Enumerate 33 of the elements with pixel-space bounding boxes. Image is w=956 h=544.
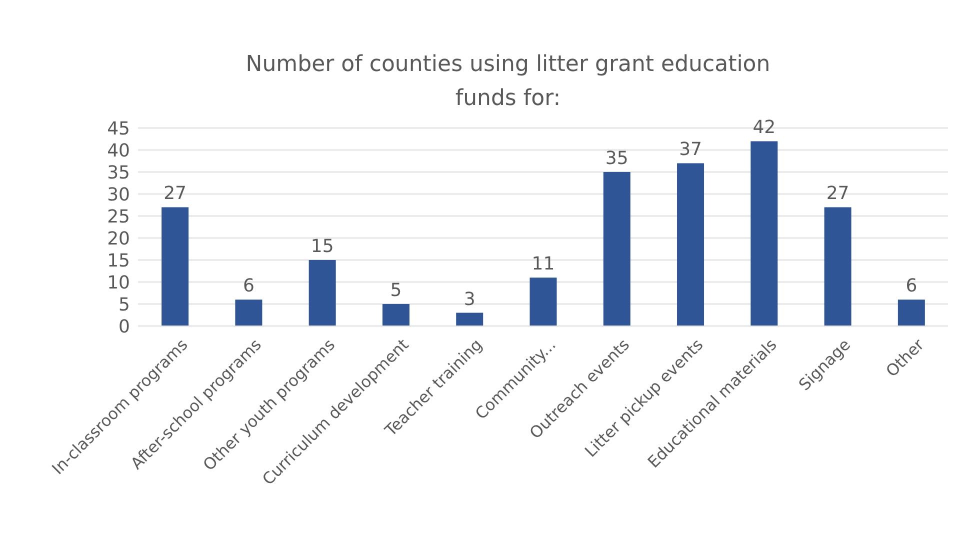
bar [162,207,189,326]
data-label: 37 [679,139,702,160]
data-label: 35 [605,148,628,169]
y-tick-label: 45 [107,118,130,140]
data-label: 42 [752,117,776,138]
y-tick-label: 35 [107,162,130,184]
data-label: 11 [532,254,555,275]
data-label: 5 [390,280,402,301]
data-label: 6 [242,276,254,297]
bar [750,141,778,326]
bar [382,304,410,326]
data-label: 27 [826,183,850,204]
bar [308,260,336,326]
bar [456,312,484,326]
bar [824,207,852,326]
bar [677,163,704,326]
data-label: 15 [310,236,334,257]
data-label: 27 [164,183,187,204]
bar [235,300,262,326]
y-tick-label: 20 [107,228,130,250]
data-label: 6 [906,276,918,297]
y-tick-label: 0 [118,316,130,338]
y-tick-label: 15 [107,250,130,272]
y-tick-label: 5 [118,294,130,316]
chart-title: Number of counties using litter grant education funds for: [244,51,772,113]
bar [530,278,557,326]
y-tick-label: 10 [107,272,130,294]
y-tick-label: 30 [107,184,130,206]
bar [603,172,630,326]
y-tick-label: 25 [107,206,130,228]
data-label: 3 [464,288,476,310]
y-tick-label: 40 [107,140,130,162]
bar [898,300,925,326]
